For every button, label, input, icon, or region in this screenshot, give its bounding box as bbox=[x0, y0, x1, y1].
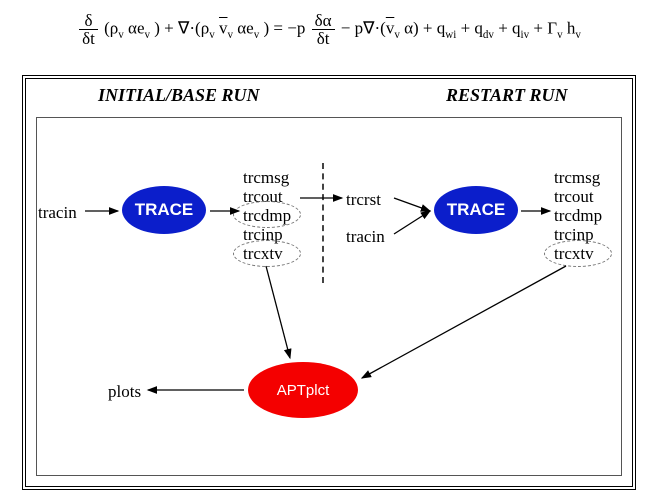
header-initial-run: INITIAL/BASE RUN bbox=[98, 85, 260, 106]
dash-ellipse-trcdmp-left bbox=[233, 201, 301, 228]
node-trace-right: TRACE bbox=[434, 186, 518, 234]
eq-frac2-num: δα bbox=[312, 12, 335, 30]
label-tracin-right: tracin bbox=[346, 227, 385, 247]
label-tracin-left: tracin bbox=[38, 203, 77, 223]
eq-frac2-den: δt bbox=[312, 30, 335, 47]
node-trace-left: TRACE bbox=[122, 186, 206, 234]
eq-lhs-a: (ρ bbox=[104, 18, 118, 37]
eq-frac1-num: δ bbox=[79, 12, 98, 30]
output-item: trcdmp bbox=[554, 206, 602, 225]
diagram-outer-box: INITIAL/BASE RUN RESTART RUN bbox=[22, 75, 636, 490]
diagram-inner-box bbox=[36, 117, 622, 476]
node-aptplct: APTplct bbox=[248, 362, 358, 418]
header-restart-run: RESTART RUN bbox=[446, 85, 568, 106]
label-plots: plots bbox=[108, 382, 141, 402]
output-item: trcmsg bbox=[243, 168, 291, 187]
output-item: trcmsg bbox=[554, 168, 602, 187]
dash-ellipse-trcxtv-left bbox=[233, 240, 301, 267]
eq-frac1-den: δt bbox=[79, 30, 98, 47]
dash-ellipse-trcxtv-right bbox=[544, 240, 612, 267]
output-item: trcout bbox=[554, 187, 602, 206]
label-trcrst: trcrst bbox=[346, 190, 381, 210]
run-separator bbox=[322, 163, 324, 283]
equation: δδt (ρv αev ) + ∇·(ρv vv αev ) = −p δαδt… bbox=[0, 12, 658, 47]
